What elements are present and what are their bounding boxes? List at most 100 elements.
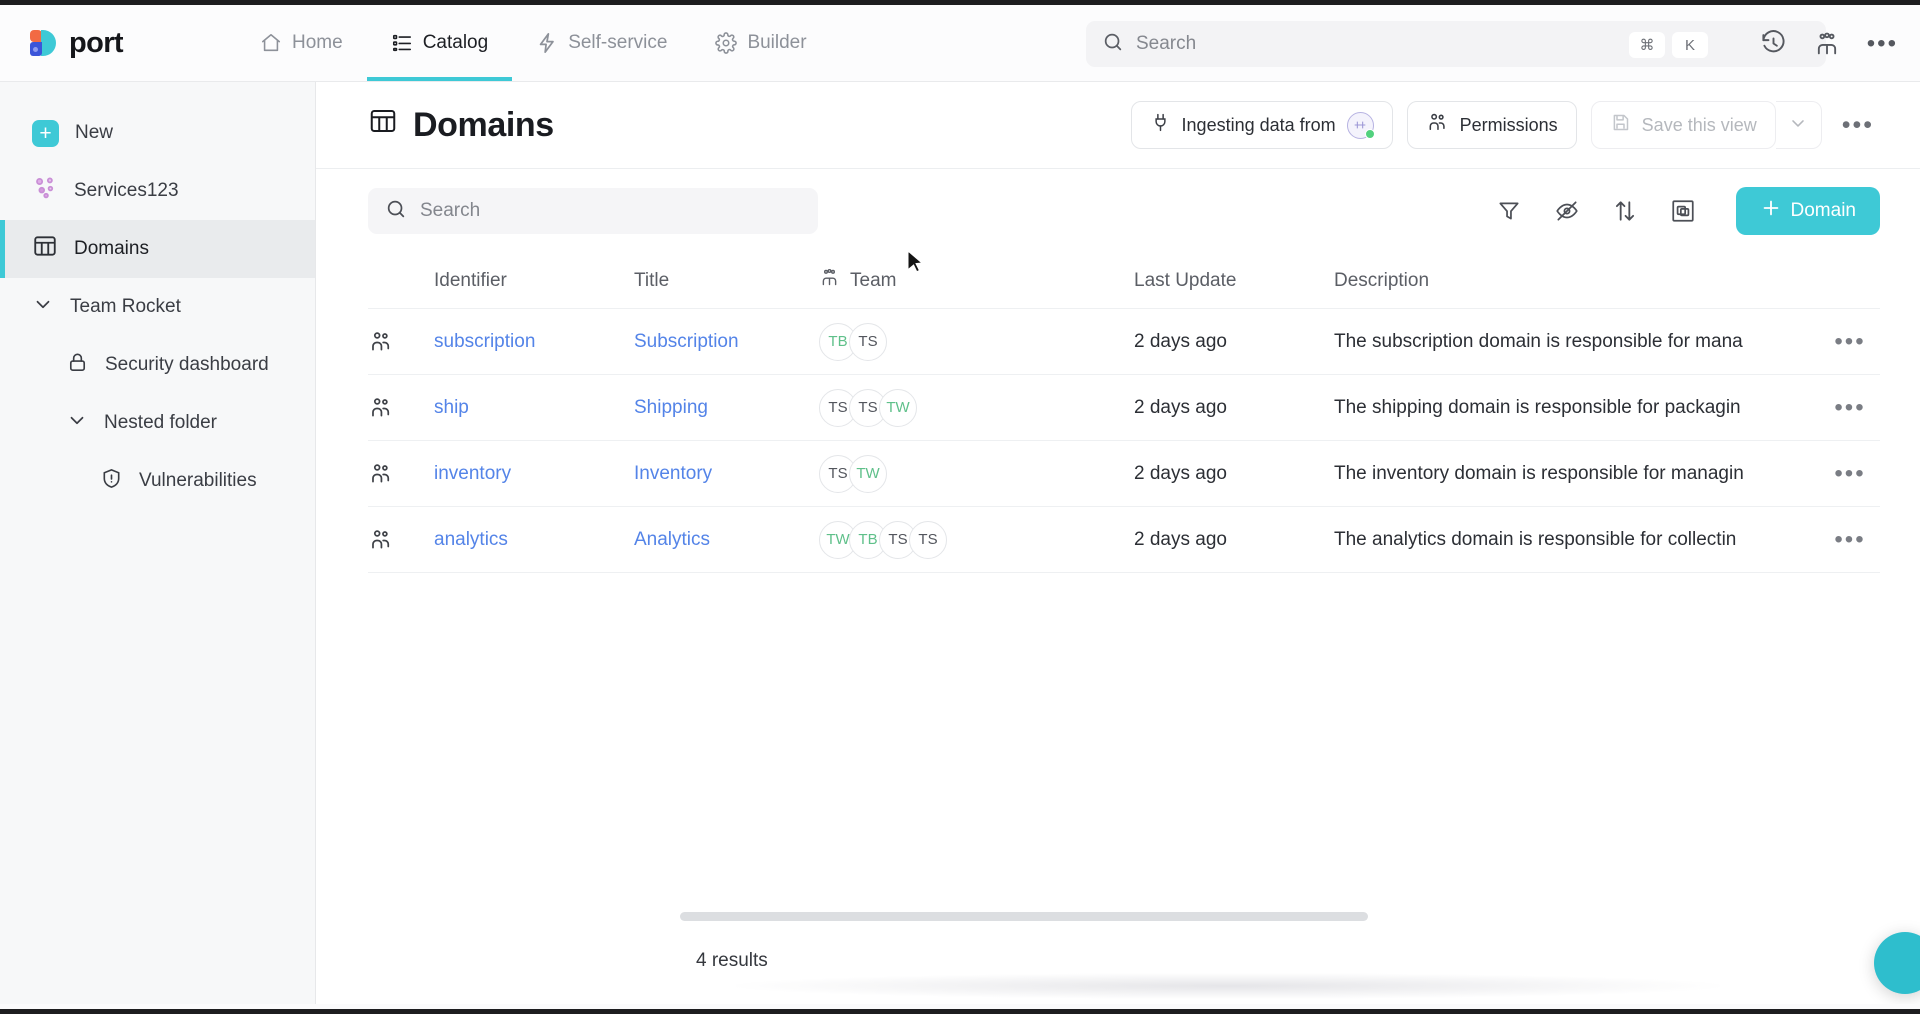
row-menu-icon[interactable]: ••• [1834, 393, 1866, 421]
column-header-identifier[interactable]: Identifier [434, 269, 507, 291]
ingesting-label: Ingesting data from [1181, 114, 1336, 135]
brand-name: port [69, 26, 124, 59]
avatar[interactable]: TW [879, 388, 917, 427]
horizontal-scrollbar[interactable] [680, 912, 1368, 921]
table-icon [368, 106, 398, 145]
table-search-input[interactable]: Search [368, 188, 818, 234]
table-tool-icons: Domain [1496, 187, 1880, 235]
sidebar-item-services123[interactable]: Services123 [0, 162, 315, 220]
column-header-team[interactable]: Team [819, 267, 1134, 294]
catalog-list-icon [391, 32, 413, 54]
hide-eye-icon[interactable] [1554, 198, 1580, 224]
column-header-description[interactable]: Description [1334, 269, 1430, 291]
permissions-button[interactable]: Permissions [1406, 101, 1577, 149]
port-logo-icon [28, 28, 58, 58]
save-view-button[interactable]: Save this view [1590, 101, 1776, 149]
sidebar-item-vulnerabilities[interactable]: Vulnerabilities [0, 452, 315, 510]
nav-label-self-service: Self-service [568, 32, 668, 53]
chevron-down-icon [1788, 113, 1808, 138]
row-last-update: 2 days ago [1134, 528, 1227, 550]
avatar[interactable]: TS [849, 322, 887, 361]
row-team-avatars: TB TS [819, 322, 1134, 361]
header-more-icon[interactable]: ••• [1866, 29, 1898, 57]
save-view-dropdown-button[interactable] [1775, 101, 1822, 149]
column-header-title[interactable]: Title [634, 269, 670, 291]
nav-item-home[interactable]: Home [236, 5, 367, 81]
search-icon [1102, 31, 1124, 58]
header-icon-group: ••• [1760, 5, 1898, 82]
group-by-icon[interactable] [1670, 198, 1696, 224]
filter-icon[interactable] [1496, 198, 1522, 224]
row-entity-icon [368, 527, 434, 553]
help-fab-button[interactable] [1874, 932, 1920, 994]
page-header-actions: Ingesting data from Permissions [1130, 101, 1880, 149]
nav-item-catalog[interactable]: Catalog [366, 5, 513, 81]
page-more-icon[interactable]: ••• [1841, 111, 1874, 139]
sidebar: + New Services123 Domains Team Rocket [0, 82, 316, 1004]
row-description: The shipping domain is responsible for p… [1334, 396, 1741, 418]
row-title-link[interactable]: Analytics [634, 528, 711, 550]
sidebar-label-services123: Services123 [74, 180, 179, 201]
domains-table: Identifier Title Team Last Update Descri… [316, 253, 1920, 573]
table-row[interactable]: ship Shipping TS TS TW 2 days ago The sh… [368, 375, 1880, 441]
row-menu-icon[interactable]: ••• [1834, 525, 1866, 553]
main-nav: Home Catalog Self-service Builder [236, 5, 831, 81]
history-clock-icon[interactable] [1760, 30, 1787, 57]
row-identifier-link[interactable]: ship [434, 396, 469, 418]
nav-label-home: Home [292, 32, 343, 53]
nav-label-builder: Builder [747, 32, 807, 53]
row-title-link[interactable]: Shipping [634, 396, 708, 418]
nav-item-self-service[interactable]: Self-service [512, 5, 691, 81]
avatar[interactable]: TW [849, 454, 887, 493]
row-menu-icon[interactable]: ••• [1834, 327, 1866, 355]
brand-logo[interactable]: port [28, 27, 188, 60]
sidebar-item-nested-folder[interactable]: Nested folder [0, 394, 315, 452]
search-icon [385, 198, 407, 225]
row-entity-icon [368, 461, 434, 487]
home-icon [260, 32, 282, 54]
ingesting-avatar [1346, 111, 1375, 139]
users-group-icon[interactable] [1813, 30, 1841, 58]
row-entity-icon [368, 395, 434, 421]
sidebar-label-new: New [75, 122, 114, 143]
row-identifier-link[interactable]: inventory [434, 462, 512, 484]
row-description: The analytics domain is responsible for … [1334, 528, 1737, 550]
row-identifier-link[interactable]: subscription [434, 330, 536, 352]
row-identifier-link[interactable]: analytics [434, 528, 508, 550]
sidebar-item-new[interactable]: + New [0, 104, 315, 162]
nav-item-builder[interactable]: Builder [691, 5, 830, 81]
global-search-input[interactable]: Search ⌘ K [1086, 21, 1826, 67]
column-header-last-update[interactable]: Last Update [1134, 269, 1237, 291]
row-last-update: 2 days ago [1134, 330, 1227, 352]
kbd-cmd: ⌘ [1629, 32, 1665, 58]
row-team-avatars: TS TW [819, 454, 1134, 493]
row-title-link[interactable]: Subscription [634, 330, 739, 352]
global-search-placeholder: Search [1136, 33, 1197, 54]
sidebar-label-security-dashboard: Security dashboard [105, 354, 269, 375]
table-icon [32, 233, 58, 265]
plug-icon [1150, 112, 1171, 138]
microservices-icon [32, 175, 58, 207]
row-last-update: 2 days ago [1134, 396, 1227, 418]
row-description: The subscription domain is responsible f… [1334, 330, 1743, 352]
table-row[interactable]: inventory Inventory TS TW 2 days ago The… [368, 441, 1880, 507]
avatar[interactable]: TS [819, 388, 857, 427]
sort-icon[interactable] [1612, 198, 1638, 224]
table-row[interactable]: analytics Analytics TW TB TS TS 2 days a… [368, 507, 1880, 573]
row-menu-icon[interactable]: ••• [1834, 459, 1866, 487]
ingesting-data-button[interactable]: Ingesting data from [1130, 101, 1393, 149]
table-row[interactable]: subscription Subscription TB TS 2 days a… [368, 309, 1880, 375]
add-domain-button[interactable]: Domain [1735, 187, 1880, 235]
sidebar-item-domains[interactable]: Domains [0, 220, 315, 278]
row-last-update: 2 days ago [1134, 462, 1227, 484]
page-title: Domains [368, 106, 554, 145]
shield-alert-icon [100, 467, 123, 496]
sidebar-item-security-dashboard[interactable]: Security dashboard [0, 336, 315, 394]
row-description: The inventory domain is responsible for … [1334, 462, 1744, 484]
chevron-down-icon [32, 293, 54, 321]
sidebar-item-team-rocket[interactable]: Team Rocket [0, 278, 315, 336]
lock-icon [66, 351, 89, 380]
row-title-link[interactable]: Inventory [634, 462, 713, 484]
avatar[interactable]: TS [909, 520, 947, 559]
